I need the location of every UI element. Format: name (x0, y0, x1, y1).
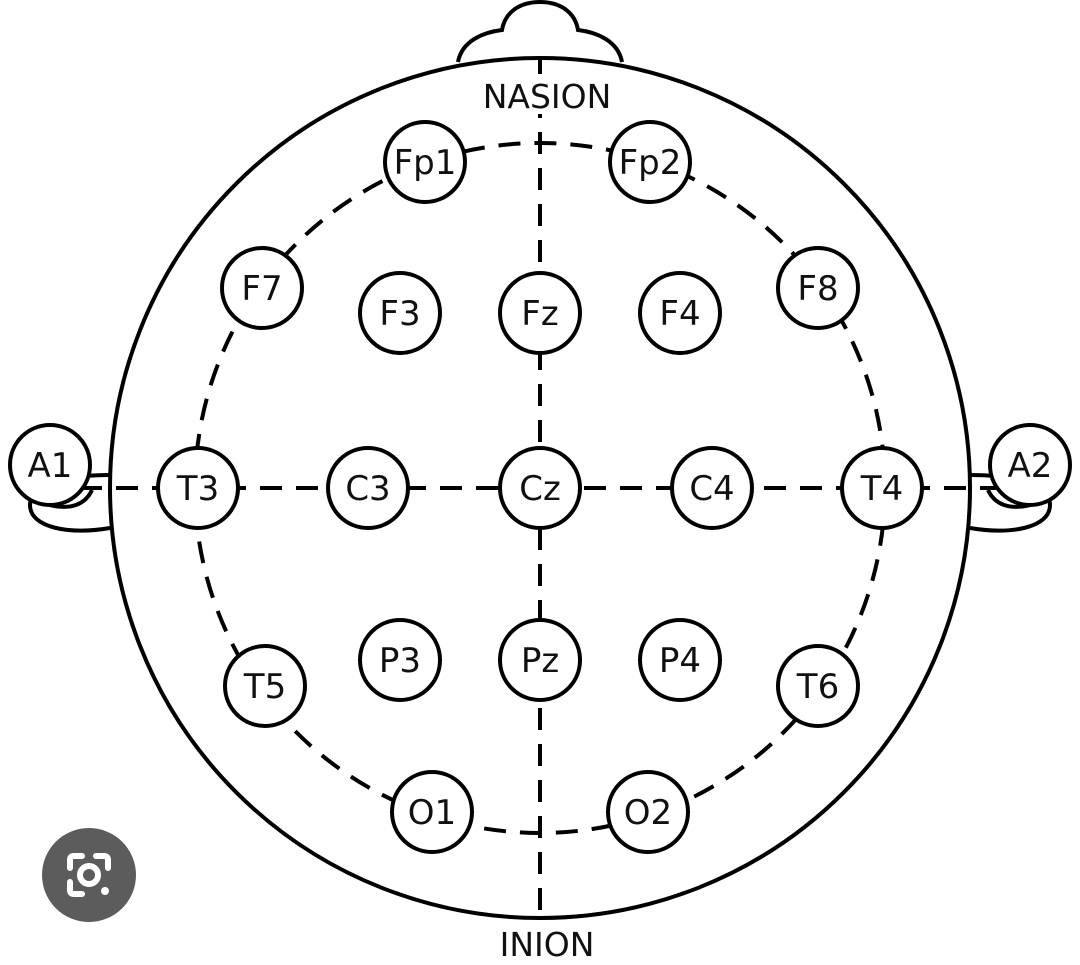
head-outline (108, 56, 972, 920)
electrode-f3: F3 (358, 271, 442, 355)
svg-text:Fp2: Fp2 (619, 143, 682, 183)
electrode-c3: C3 (326, 446, 410, 530)
electrode-fp1: Fp1 (383, 120, 467, 204)
svg-text:O1: O1 (408, 793, 456, 833)
svg-text:F4: F4 (659, 294, 700, 334)
svg-text:Fz: Fz (521, 294, 558, 334)
svg-text:A2: A2 (1008, 446, 1053, 486)
google-lens-icon (67, 853, 111, 897)
nose-outline (456, 0, 624, 63)
svg-text:C3: C3 (345, 469, 390, 509)
inion-label: INION (500, 925, 595, 964)
electrode-f4: F4 (638, 271, 722, 355)
electrode-cz: Cz (498, 446, 582, 530)
svg-text:F8: F8 (797, 269, 838, 309)
electrode-o1: O1 (390, 770, 474, 854)
electrode-c4: C4 (670, 446, 754, 530)
electrode-p3: P3 (358, 618, 442, 702)
svg-text:T4: T4 (860, 469, 903, 509)
electrode-t6: T6 (776, 644, 860, 728)
svg-text:Cz: Cz (519, 469, 561, 509)
electrode-p4: P4 (638, 618, 722, 702)
svg-text:T5: T5 (243, 667, 286, 707)
electrode-a1: A1 (8, 423, 92, 507)
svg-text:F7: F7 (241, 269, 282, 309)
electrode-fp2: Fp2 (608, 120, 692, 204)
svg-text:A1: A1 (28, 446, 73, 486)
svg-text:Pz: Pz (521, 641, 559, 681)
svg-text:T3: T3 (176, 469, 219, 509)
electrode-fz: Fz (498, 271, 582, 355)
svg-text:P4: P4 (659, 641, 701, 681)
electrode-t5: T5 (223, 644, 307, 728)
electrode-f8: F8 (776, 246, 860, 330)
electrode-t4: T4 (840, 446, 924, 530)
electrode-a2: A2 (988, 423, 1072, 507)
svg-text:C4: C4 (689, 469, 734, 509)
electrode-f7: F7 (220, 246, 304, 330)
google-lens-button[interactable] (42, 828, 136, 922)
nasion-label: NASION (483, 77, 612, 116)
svg-text:F3: F3 (379, 294, 420, 334)
svg-text:O2: O2 (624, 793, 672, 833)
svg-text:P3: P3 (379, 641, 421, 681)
electrode-pz: Pz (498, 618, 582, 702)
electrode-t3: T3 (156, 446, 240, 530)
svg-text:T6: T6 (796, 667, 839, 707)
svg-text:Fp1: Fp1 (394, 143, 457, 183)
electrode-o2: O2 (606, 770, 690, 854)
